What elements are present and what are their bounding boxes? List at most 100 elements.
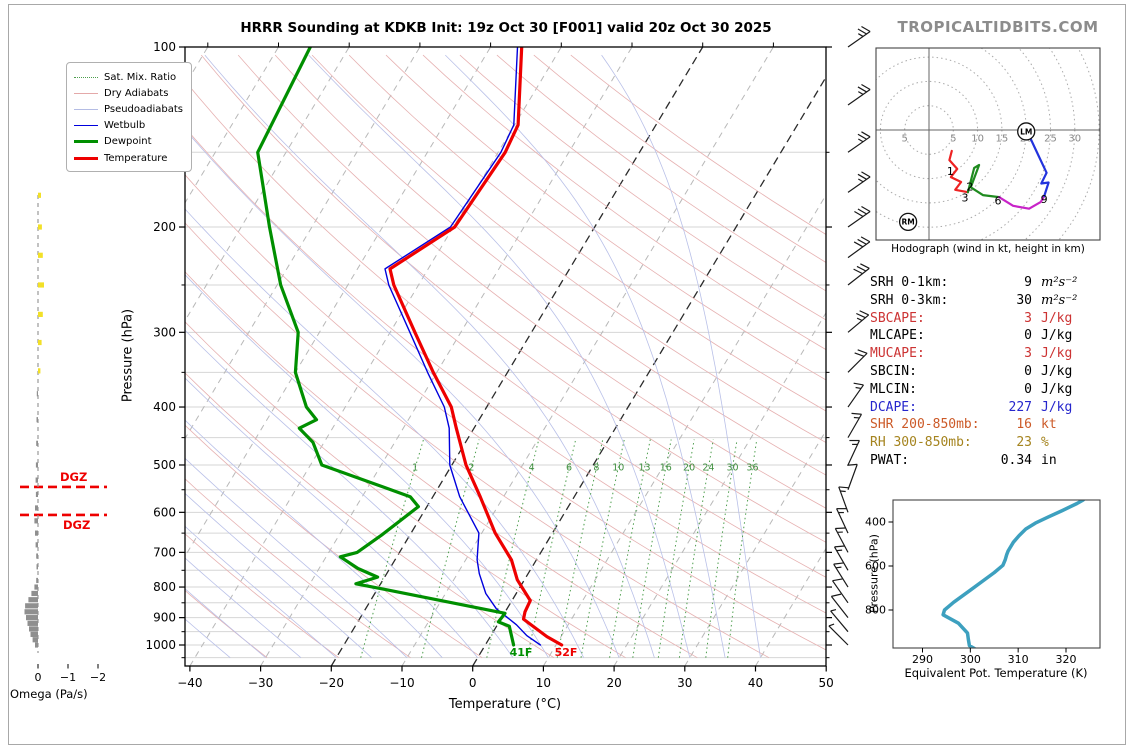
omega-bar [35,505,38,511]
hodograph-caption: Hodograph (wind in kt, height in km) [891,243,1085,255]
svg-text:600: 600 [153,505,176,519]
svg-text:1000: 1000 [145,638,176,652]
legend-item: Dewpoint [74,134,183,150]
hodograph-segment-0-3km [948,149,969,194]
skewt-background: 1 2 4 6 8 10 13 16 20 24 30 36 [185,47,826,666]
watermark: TROPICALTIDBITS.COM [897,18,1099,36]
surface-dewpoint-label: 41F [509,646,533,659]
legend: Sat. Mix. Ratio Dry Adiabats Pseudoadiab… [66,62,193,173]
dgz-lower-label: DGZ [63,518,91,532]
omega-bar [35,530,38,536]
svg-text:400: 400 [153,400,176,414]
svg-text:2: 2 [468,463,474,474]
storm-motion-lm-marker [1017,122,1036,141]
svg-text:−2: −2 [90,671,106,684]
omega-bar [35,491,38,498]
omega-bar [36,391,38,397]
index-row: SBCIN: 0 J/kg [870,363,1073,379]
omega-bar [35,462,38,468]
omega-bar [38,252,43,258]
legend-item: Temperature [74,150,183,166]
svg-text:24: 24 [702,463,714,474]
hodograph: 55101520253012369LMRM [876,48,1100,240]
svg-text:−1: −1 [60,671,76,684]
thetae-panel [941,500,1085,648]
chart-title: HRRR Sounding at KDKB Init: 19z Oct 30 [… [240,20,772,36]
index-row: SRH 0-1km: 9 m²s⁻² [870,275,1078,290]
omega-bar [36,577,38,584]
svg-text:0: 0 [469,676,477,690]
wetbulb-line-icon [74,125,98,127]
svg-text:20: 20 [683,463,695,474]
svg-text:6: 6 [566,463,572,474]
omega-axis-label: Omega (Pa/s) [10,687,88,701]
svg-text:36: 36 [746,463,758,474]
dry-adiabat-line-icon [74,92,98,94]
svg-text:15: 15 [996,134,1009,145]
svg-text:100: 100 [153,40,176,54]
legend-label: Pseudoadiabats [104,103,184,115]
temperature-trace [388,47,564,647]
svg-text:−40: −40 [177,676,202,690]
temperature-line-icon [74,156,98,160]
legend-item: Wetbulb [74,118,183,134]
svg-text:8: 8 [593,463,599,474]
indices-panel: SRH 0-1km: 9 m²s⁻² SRH 0-3km: 30 m²s⁻² SBCAPE:… [870,274,1077,470]
svg-text:30: 30 [677,676,692,690]
svg-text:1: 1 [412,463,418,474]
pseudoadiabat-line-icon [74,108,98,110]
omega-bar [24,609,38,615]
omega-bar [32,637,38,643]
omega-bar [25,603,38,609]
svg-text:−10: −10 [389,676,414,690]
svg-text:10: 10 [971,134,984,145]
svg-text:16: 16 [660,463,672,474]
omega-bar [34,518,38,524]
omega-bar [35,542,38,548]
omega-bar [36,564,38,570]
svg-text:13: 13 [638,463,650,474]
storm-motion-rm-marker [898,212,918,232]
svg-text:1: 1 [947,165,954,178]
legend-item: Dry Adiabats [74,85,183,101]
svg-text:40: 40 [748,676,763,690]
svg-text:−20: −20 [319,676,344,690]
legend-label: Temperature [104,152,168,164]
svg-text:5: 5 [950,134,956,145]
omega-bar [35,477,38,483]
wind-barb-column [828,25,871,646]
dgz-upper-label: DGZ [60,470,88,484]
thetae-x-axis-label: Equivalent Pot. Temperature (K) [904,666,1088,680]
surface-temp-label: 52F [554,646,578,659]
svg-text:20: 20 [606,676,621,690]
svg-text:LM: LM [1020,127,1032,136]
thetae-curve [941,500,1085,648]
svg-text:300: 300 [960,653,981,666]
svg-text:900: 900 [153,611,176,625]
legend-label: Sat. Mix. Ratio [104,71,177,83]
svg-text:290: 290 [912,653,933,666]
pressure-axis-label: Pressure (hPa) [120,308,136,403]
index-row: SHR 200-850mb: 16 kt [870,417,1057,433]
omega-bar [36,440,38,446]
legend-item: Sat. Mix. Ratio [74,69,183,85]
legend-label: Wetbulb [104,120,146,132]
index-row: PWAT: 0.34 in [870,452,1057,468]
legend-item: Pseudoadiabats [74,101,183,117]
hodograph-segment-3-6km [966,163,1001,199]
omega-bar [36,417,38,423]
omega-bar [38,224,42,230]
omega-bar [30,631,38,637]
omega-bar [38,311,43,318]
svg-text:0: 0 [35,671,42,684]
hodograph-segment-9km+ [1029,137,1050,198]
svg-text:50: 50 [819,676,834,690]
svg-text:800: 800 [865,604,886,617]
svg-text:300: 300 [153,325,176,339]
omega-bar [28,597,38,603]
index-row: RH 300-850mb: 23% [870,435,1049,451]
legend-label: Dewpoint [104,136,152,148]
svg-text:600: 600 [865,560,886,573]
svg-text:10: 10 [536,676,551,690]
